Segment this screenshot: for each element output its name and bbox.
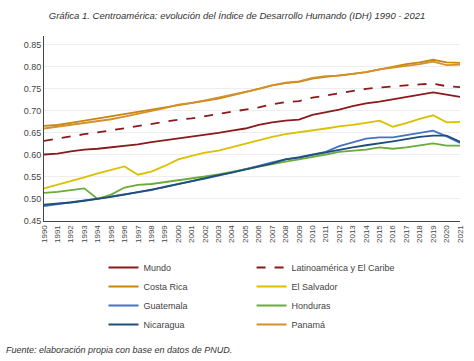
svg-text:2014: 2014 xyxy=(362,225,371,243)
svg-text:Gráfica 1. Centroamérica: evol: Gráfica 1. Centroamérica: evolución del … xyxy=(49,10,426,21)
svg-text:1991: 1991 xyxy=(53,225,62,243)
svg-text:0.45: 0.45 xyxy=(24,216,42,226)
svg-text:El Salvador: El Salvador xyxy=(292,282,338,292)
svg-text:Costa Rica: Costa Rica xyxy=(144,282,188,292)
svg-text:0.55: 0.55 xyxy=(24,172,42,182)
svg-text:0.75: 0.75 xyxy=(24,84,42,94)
svg-text:2015: 2015 xyxy=(375,225,384,243)
svg-text:1999: 1999 xyxy=(160,225,169,243)
svg-text:Guatemala: Guatemala xyxy=(144,301,188,311)
svg-text:Latinoamérica y El Caribe: Latinoamérica y El Caribe xyxy=(292,263,395,273)
svg-text:0.70: 0.70 xyxy=(24,106,42,116)
svg-text:1995: 1995 xyxy=(107,225,116,243)
svg-text:1997: 1997 xyxy=(134,225,143,243)
svg-text:2008: 2008 xyxy=(281,225,290,243)
svg-text:2009: 2009 xyxy=(295,225,304,243)
svg-text:0.60: 0.60 xyxy=(24,150,42,160)
svg-text:1990: 1990 xyxy=(40,225,49,243)
svg-text:2011: 2011 xyxy=(321,225,330,243)
svg-text:1992: 1992 xyxy=(66,225,75,243)
svg-text:2019: 2019 xyxy=(429,225,438,243)
svg-text:0.85: 0.85 xyxy=(24,40,42,50)
svg-text:2005: 2005 xyxy=(241,225,250,243)
svg-text:2001: 2001 xyxy=(187,225,196,243)
svg-text:2003: 2003 xyxy=(214,225,223,243)
svg-text:2002: 2002 xyxy=(201,225,210,243)
svg-text:2021: 2021 xyxy=(456,225,465,243)
svg-text:2010: 2010 xyxy=(308,225,317,243)
svg-text:1994: 1994 xyxy=(93,225,102,243)
svg-text:0.65: 0.65 xyxy=(24,128,42,138)
svg-text:2000: 2000 xyxy=(174,225,183,243)
svg-text:Nicaragua: Nicaragua xyxy=(144,320,185,330)
svg-text:1993: 1993 xyxy=(80,225,89,243)
svg-text:Panamá: Panamá xyxy=(292,320,326,330)
svg-text:2006: 2006 xyxy=(254,225,263,243)
svg-text:2013: 2013 xyxy=(348,225,357,243)
svg-text:2012: 2012 xyxy=(335,225,344,243)
svg-text:1996: 1996 xyxy=(120,225,129,243)
svg-text:1998: 1998 xyxy=(147,225,156,243)
svg-text:2018: 2018 xyxy=(415,225,424,243)
svg-text:Mundo: Mundo xyxy=(144,263,172,273)
svg-text:2020: 2020 xyxy=(442,225,451,243)
svg-text:2007: 2007 xyxy=(268,225,277,243)
svg-text:2004: 2004 xyxy=(227,225,236,243)
svg-text:Fuente: elaboración propia con: Fuente: elaboración propia con base en d… xyxy=(6,345,232,355)
svg-text:2017: 2017 xyxy=(402,225,411,243)
svg-text:0.80: 0.80 xyxy=(24,62,42,72)
svg-text:2016: 2016 xyxy=(389,225,398,243)
svg-text:Honduras: Honduras xyxy=(292,301,332,311)
svg-text:0.50: 0.50 xyxy=(24,194,42,204)
